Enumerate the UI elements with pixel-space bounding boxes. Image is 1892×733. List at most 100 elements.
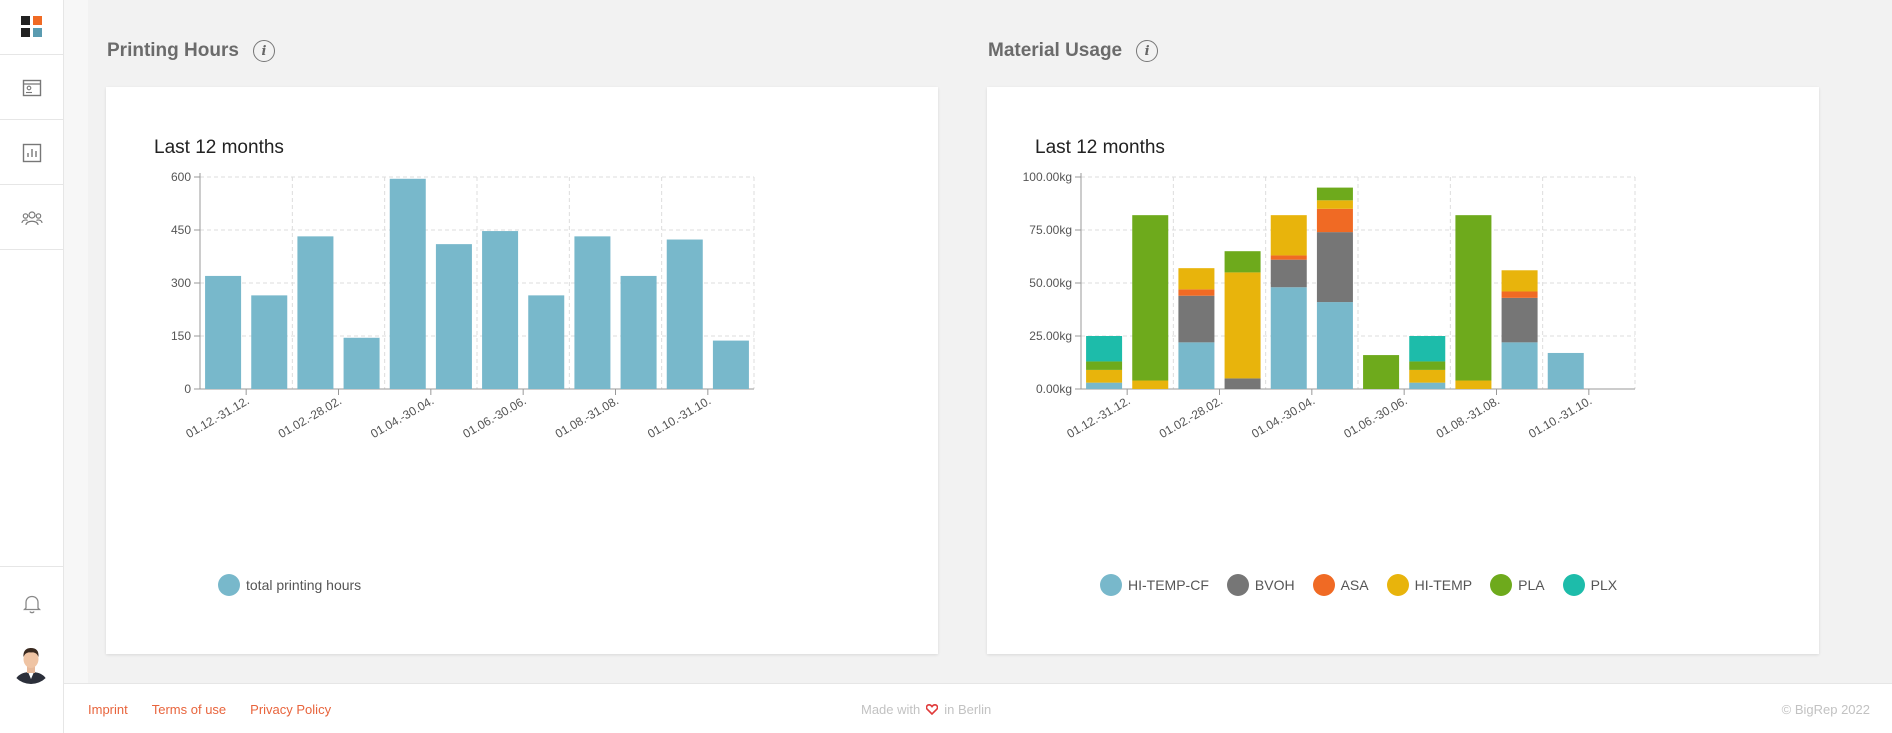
legend-item[interactable]: PLX	[1562, 574, 1617, 596]
terms-link[interactable]: Terms of use	[151, 702, 227, 717]
y-tick-label: 50.00kg	[1029, 276, 1072, 290]
x-tick-label: 01.08.-31.08.	[553, 393, 621, 440]
legend-swatch	[1312, 574, 1335, 596]
bar-segment	[1501, 270, 1538, 292]
privacy-link[interactable]: Privacy Policy	[250, 702, 332, 717]
bar-segment	[1132, 215, 1169, 381]
material-usage-card: Last 12 months 0.00kg 25.00kg 50.00kg 75.00…	[987, 87, 1819, 654]
legend-label: HI-TEMP-CF	[1128, 577, 1209, 593]
legend-swatch	[218, 574, 240, 596]
bar-segment	[1132, 380, 1169, 389]
legend-item[interactable]: ASA	[1312, 574, 1369, 596]
bar	[574, 236, 611, 389]
footer-links: Imprint Terms of use Privacy Policy	[88, 702, 331, 717]
content-gutter	[64, 0, 88, 683]
sidebar-item-statistics[interactable]	[0, 121, 64, 185]
bar-segment	[1316, 208, 1353, 233]
y-tick-label: 75.00kg	[1029, 223, 1072, 237]
y-tick-label: 25.00kg	[1029, 329, 1072, 343]
bar-segment	[1224, 251, 1261, 273]
printing-hours-subtitle: Last 12 months	[154, 137, 284, 158]
printing-hours-card: Last 12 months 0 150 300 450 600 01.12.-31.12…	[106, 87, 938, 654]
bar-segment	[1178, 295, 1215, 343]
avatar-icon	[10, 642, 52, 684]
bar	[620, 275, 657, 389]
sidebar-divider	[0, 566, 64, 567]
made-with-label: Made with	[861, 702, 921, 717]
bar-segment	[1455, 215, 1492, 381]
info-icon[interactable]: i	[1136, 40, 1159, 62]
bar-segment	[1224, 378, 1261, 389]
material-usage-title: Material Usage i	[988, 40, 1159, 62]
imprint-link[interactable]: Imprint	[88, 702, 128, 717]
y-tick-label: 450	[171, 223, 191, 237]
y-tick-label: 0.00kg	[1036, 382, 1072, 396]
bar-segment	[1501, 291, 1538, 298]
legend-label: PLA	[1518, 577, 1545, 593]
bar-segment	[1316, 232, 1353, 303]
footer: Imprint Terms of use Privacy Policy Made…	[64, 683, 1892, 733]
bar-segment	[1270, 215, 1307, 256]
bar-segment	[1086, 336, 1123, 362]
bar	[205, 275, 242, 389]
made-with-note: Made with in Berlin	[861, 702, 991, 717]
bar-segment	[1086, 382, 1123, 389]
bar-segment	[1501, 297, 1538, 343]
x-tick-label: 01.04.-30.04.	[1249, 393, 1317, 440]
legend-item[interactable]: BVOH	[1226, 574, 1295, 596]
info-icon[interactable]: i	[252, 40, 275, 62]
bar-chart-icon	[22, 143, 42, 162]
bar-segment	[1547, 352, 1584, 389]
bar-segment	[1409, 382, 1446, 389]
printing-hours-title: Printing Hours i	[107, 40, 275, 62]
bar-segment	[1409, 369, 1446, 383]
bar-segment	[1178, 342, 1215, 389]
sidebar-item-users[interactable]	[0, 186, 64, 250]
bar	[297, 236, 334, 389]
legend-swatch	[1490, 574, 1513, 596]
legend-item[interactable]: HI-TEMP-CF	[1100, 574, 1209, 596]
x-tick-label: 01.08.-31.08.	[1434, 393, 1502, 440]
notifications-button[interactable]	[0, 580, 64, 628]
legend-item[interactable]: HI-TEMP	[1386, 574, 1472, 596]
bell-icon	[23, 595, 41, 614]
y-tick-label: 300	[171, 276, 191, 290]
y-tick-label: 600	[171, 170, 191, 184]
bar-segment	[1316, 302, 1353, 389]
bar	[389, 178, 426, 389]
legend-item[interactable]: total printing hours	[218, 574, 361, 596]
sidebar-item-printers[interactable]	[0, 56, 64, 120]
x-tick-label: 01.06.-30.06.	[1341, 393, 1409, 440]
printing-hours-legend: total printing hours	[218, 574, 379, 596]
copyright: © BigRep 2022	[1781, 702, 1870, 717]
bar	[666, 239, 703, 389]
bar	[343, 337, 380, 389]
bar-segment	[1086, 361, 1123, 370]
legend-label: total printing hours	[246, 577, 362, 593]
app-logo[interactable]	[0, 0, 64, 55]
bar	[482, 231, 519, 389]
x-tick-label: 01.06.-30.06.	[460, 393, 528, 440]
x-tick-label: 01.10.-31.10.	[645, 393, 713, 440]
legend-swatch	[1100, 574, 1122, 596]
material-usage-subtitle: Last 12 months	[1035, 137, 1165, 158]
legend-swatch	[1386, 574, 1409, 596]
legend-item[interactable]: PLA	[1490, 574, 1545, 596]
bar	[435, 244, 472, 389]
bar	[251, 295, 288, 389]
bar-segment	[1363, 355, 1400, 389]
y-tick-label: 0	[184, 382, 191, 396]
legend-swatch	[1562, 574, 1585, 596]
user-avatar[interactable]	[10, 642, 52, 684]
printing-hours-label: Printing Hours	[107, 40, 239, 61]
material-usage-label: Material Usage	[988, 40, 1123, 61]
y-tick-label: 150	[171, 329, 191, 343]
y-tick-label: 100.00kg	[1023, 170, 1072, 184]
users-group-icon	[21, 210, 43, 225]
x-tick-label: 01.12.-31.12.	[183, 393, 251, 440]
material-usage-chart: 0.00kg 25.00kg 50.00kg 75.00kg 100.00kg 01.12…	[1023, 170, 1636, 441]
bar-segment	[1086, 369, 1123, 383]
x-tick-label: 01.12.-31.12.	[1064, 393, 1132, 440]
bar-segment	[1270, 259, 1307, 288]
bar-segment	[1316, 187, 1353, 201]
